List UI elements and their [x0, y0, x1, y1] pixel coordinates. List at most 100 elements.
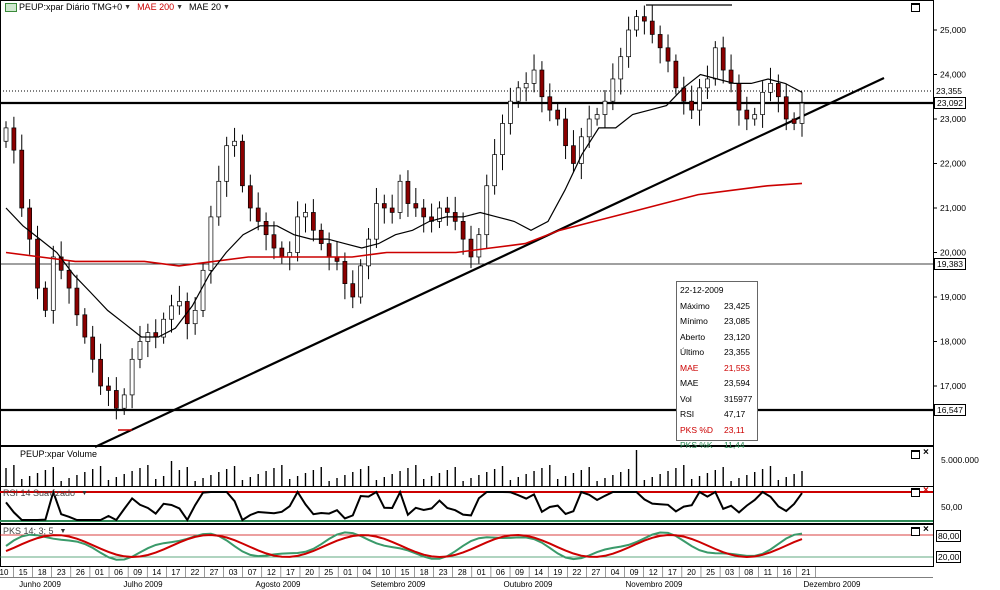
day-label: 17 [668, 568, 677, 577]
candle-body [578, 136, 584, 164]
month-label: Novembro 2009 [626, 580, 683, 589]
day-label: 08 [744, 568, 753, 577]
day-label: 12 [649, 568, 658, 577]
candle-body [74, 287, 80, 316]
candle-body [350, 283, 356, 298]
candle-body [437, 207, 442, 222]
candle-body [66, 269, 72, 289]
candle-body [799, 102, 805, 124]
day-label: 14 [152, 568, 161, 577]
candle-body [342, 261, 348, 284]
candle-body [271, 234, 277, 249]
symbol-legend[interactable]: PEUP:xpar Diário TMG+0 ▼ [5, 2, 131, 12]
maximize-price-icon[interactable] [911, 3, 920, 12]
volume-scale-label: 5.000.000 [941, 455, 979, 465]
day-label: 21 [802, 568, 811, 577]
day-label: 15 [401, 568, 410, 577]
price-tick-label: 17,000 [940, 381, 966, 391]
candle-body [113, 390, 119, 409]
candle-body [279, 247, 285, 258]
tooltip-value: 23,355 [724, 347, 750, 357]
close-rsi-icon[interactable]: × [923, 485, 929, 496]
candle-body [161, 318, 166, 338]
chart-header: PEUP:xpar Diário TMG+0 ▼ MAE 200 ▼ MAE 2… [5, 2, 230, 12]
candle-body [634, 16, 639, 31]
close-volume-icon[interactable]: × [923, 447, 929, 458]
month-label: Setembro 2009 [371, 580, 426, 589]
candle-body [413, 203, 419, 209]
candle-body [586, 118, 592, 138]
day-label: 01 [477, 568, 486, 577]
tooltip-value: 23,594 [724, 378, 750, 388]
pks-panel-label: PKS 14; 3; 5 ▼ [3, 526, 66, 536]
day-label: 04 [362, 568, 371, 577]
close-pks-icon[interactable]: × [923, 524, 929, 535]
maximize-rsi-icon[interactable] [911, 488, 920, 497]
volume-label: PEUP:xpar Volume [20, 449, 98, 459]
day-label: 03 [725, 568, 734, 577]
mae20-line [5, 73, 803, 338]
day-label: 01 [343, 568, 352, 577]
candle-body [169, 305, 174, 320]
tooltip-rows: Máximo 23,425 Mínimo 23,085 Aberto 23,120 Últi… [677, 299, 757, 454]
candle-body [358, 265, 364, 298]
candle-body [673, 60, 679, 89]
candle-body [689, 100, 695, 111]
candle-body [366, 238, 371, 267]
day-label: 03 [229, 568, 238, 577]
tooltip-key: Máximo [680, 300, 710, 311]
candle-body [523, 83, 529, 89]
mae20-legend[interactable]: MAE 20 ▼ [189, 2, 230, 12]
candle-body [192, 310, 198, 325]
day-labels-group: 10 15 18 23 26 01 06 09 14 17 22 27 03 07 12 17 20 25 01 04… [0, 567, 816, 577]
price-tick-label: 24,000 [940, 70, 966, 80]
tooltip-row: Aberto 23,120 [677, 330, 757, 346]
day-label: 20 [305, 568, 314, 577]
pks-panel-frame [0, 524, 934, 567]
day-label: 01 [95, 568, 104, 577]
candle-body [405, 180, 411, 204]
price-tick-label: 25,000 [940, 25, 966, 35]
candle-body [224, 145, 230, 182]
candle-body [476, 234, 482, 258]
chevron-down-icon: ▼ [223, 3, 230, 11]
day-label: 14 [534, 568, 543, 577]
month-label: Outubro 2009 [504, 580, 553, 589]
candle-body [547, 96, 553, 111]
month-label: Junho 2009 [19, 580, 61, 589]
maximize-pks-icon[interactable] [911, 527, 920, 536]
candle-body [539, 69, 545, 98]
tooltip-key: MAE [680, 378, 699, 388]
candle-body [642, 16, 647, 22]
tooltip-value: 23,11 [724, 424, 745, 435]
candle-body [50, 256, 56, 311]
candle-body [374, 203, 379, 240]
day-label: 19 [553, 568, 562, 577]
tooltip-key: PKS %D [680, 424, 714, 435]
candle-body [200, 269, 206, 311]
volume-panel-label: PEUP:xpar Volume [20, 449, 97, 459]
maximize-volume-icon[interactable] [911, 450, 920, 459]
candle-body [232, 140, 237, 147]
candle-body [240, 140, 245, 187]
candle-body [744, 109, 750, 120]
candle-body [681, 87, 687, 102]
month-labels-group: Junho 2009 Julho 2009 Agosto 2009 Setembro … [19, 580, 861, 589]
candle-body [728, 69, 734, 84]
chevron-down-icon[interactable]: ▼ [81, 489, 88, 497]
tooltip-key: PKS %K [680, 440, 713, 450]
mae200-legend[interactable]: MAE 200 ▼ [137, 2, 183, 12]
month-label: Agosto 2009 [256, 580, 301, 589]
candle-body [791, 118, 797, 124]
candle-body [19, 149, 25, 209]
candle-body [736, 83, 742, 111]
candle-body [484, 185, 490, 236]
candle-body [208, 216, 214, 271]
pks-d-line [5, 533, 803, 559]
candle-body [255, 207, 261, 222]
date-axis-bg [0, 567, 933, 590]
day-label: 27 [591, 568, 600, 577]
price-tick-label: 20,000 [940, 248, 966, 258]
chevron-down-icon[interactable]: ▼ [59, 527, 67, 535]
